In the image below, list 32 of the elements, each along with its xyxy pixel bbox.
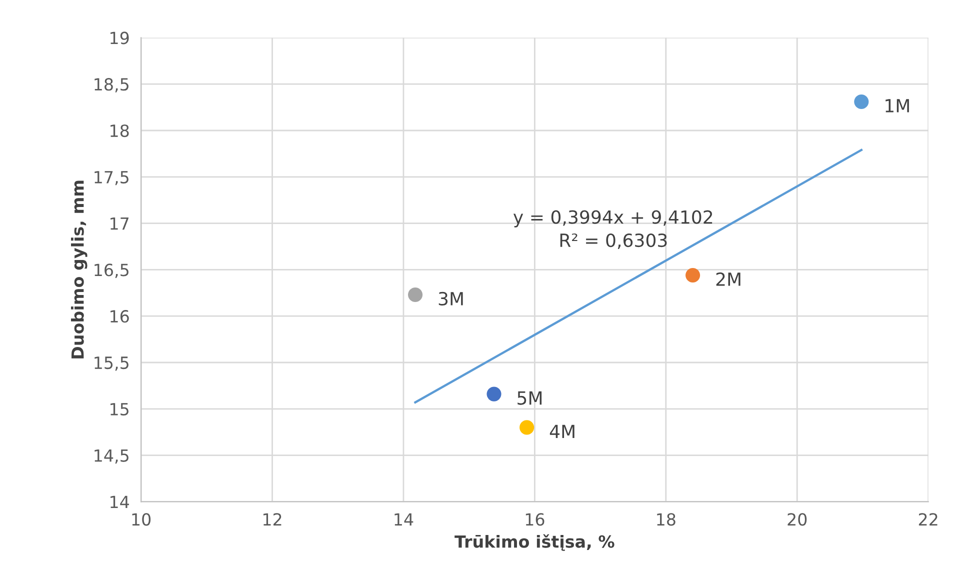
series-label: 2M [716,272,740,286]
point [686,268,700,283]
point [520,420,534,435]
series-label: 4M [550,424,574,438]
y-axis-title: Duobimo gylis, mm [71,180,88,358]
y-tick-label: 18 [110,124,129,138]
point [486,386,502,402]
x-tick-label: 12 [263,513,282,526]
x-tick-label: 18 [657,513,676,526]
x-tick-label: 14 [394,513,414,526]
y-tick-label: 15 [110,403,128,416]
y-tick-label: 19 [110,32,129,44]
point [408,287,423,302]
series-label: 3M [438,292,463,306]
y-tick-label: 15,5 [94,356,128,371]
x-tick-label: 10 [132,513,151,526]
y-tick-label: 17,5 [94,171,128,186]
y-tick-label: 18,5 [94,78,128,92]
y-tick-label: 16 [110,310,129,323]
y-tick-label: 14,5 [94,449,128,464]
series-label: 1M [886,99,909,112]
y-tick-label: 14 [110,496,129,508]
annotation: y = 0,3994x + 9,4102 [513,210,712,228]
annotation: R² = 0,6303 [560,233,667,249]
x-tick-label: 22 [918,513,938,526]
x-tick-label: 20 [788,513,807,526]
y-tick-label: 17 [110,217,128,230]
x-tick-label: 16 [526,513,544,526]
series-label: 5M [518,391,542,405]
point [854,94,869,110]
x-axis-title: Trūkimo ištįsa, % [454,534,614,551]
y-tick-label: 16,5 [94,264,128,278]
